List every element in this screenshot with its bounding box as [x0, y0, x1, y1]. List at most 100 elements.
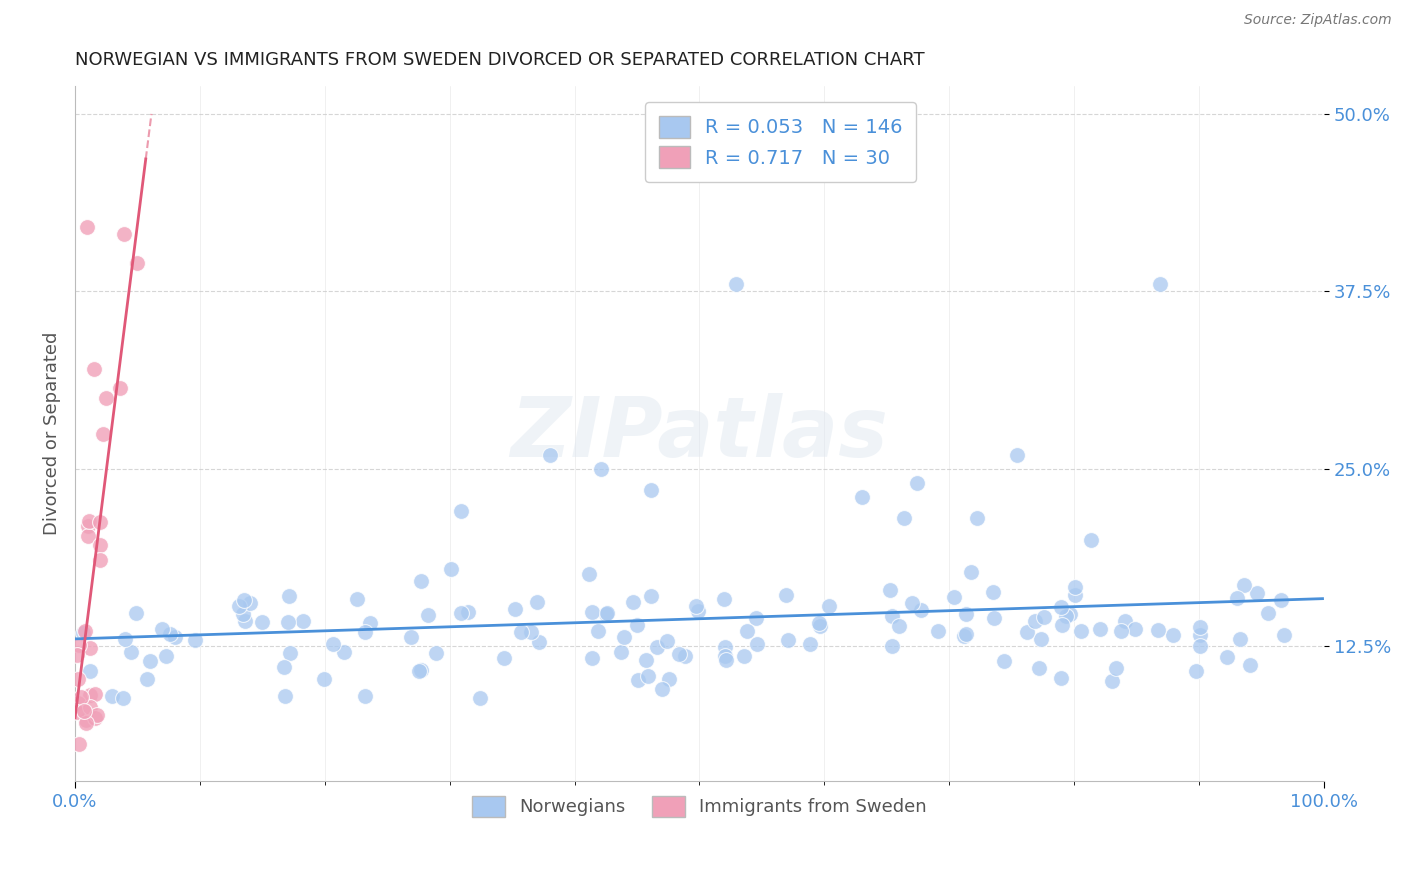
Point — [981, 584, 1004, 599]
Point — [621, 595, 644, 609]
Point — [101, 689, 124, 703]
Point — [91, 426, 114, 441]
Point — [111, 690, 134, 705]
Point — [65, 705, 87, 719]
Point — [114, 227, 136, 241]
Point — [1216, 650, 1239, 665]
Point — [73, 624, 96, 638]
Point — [1149, 277, 1171, 292]
Point — [401, 630, 423, 644]
Point — [586, 624, 609, 639]
Point — [927, 624, 949, 639]
Point — [77, 518, 100, 533]
Point — [125, 256, 148, 270]
Point — [76, 220, 98, 235]
Point — [640, 483, 662, 497]
Point — [84, 687, 107, 701]
Point — [346, 592, 368, 607]
Y-axis label: Divorced or Separated: Divorced or Separated — [44, 332, 60, 535]
Point — [1270, 592, 1292, 607]
Point — [725, 277, 748, 292]
Point — [470, 690, 492, 705]
Point — [1161, 628, 1184, 642]
Legend: Norwegians, Immigrants from Sweden: Norwegians, Immigrants from Sweden — [465, 789, 934, 824]
Point — [778, 633, 800, 648]
Point — [1114, 614, 1136, 628]
Point — [509, 624, 531, 639]
Point — [1054, 609, 1077, 624]
Point — [135, 673, 157, 687]
Point — [79, 514, 101, 528]
Point — [1050, 618, 1073, 632]
Point — [1147, 623, 1170, 637]
Point — [66, 648, 89, 662]
Point — [714, 640, 737, 654]
Point — [889, 619, 911, 633]
Point — [457, 605, 479, 619]
Point — [893, 511, 915, 525]
Point — [1188, 620, 1211, 634]
Point — [942, 591, 965, 605]
Point — [799, 637, 821, 651]
Point — [637, 669, 659, 683]
Point — [882, 608, 904, 623]
Point — [640, 589, 662, 603]
Point — [1225, 591, 1247, 605]
Point — [233, 614, 256, 628]
Point — [1064, 588, 1087, 602]
Point — [1109, 624, 1132, 638]
Point — [353, 625, 375, 640]
Point — [67, 638, 90, 652]
Point — [955, 627, 977, 641]
Point — [1233, 578, 1256, 592]
Point — [159, 626, 181, 640]
Point — [1029, 632, 1052, 647]
Point — [1246, 586, 1268, 600]
Point — [67, 697, 90, 711]
Point — [79, 688, 101, 702]
Point — [72, 626, 94, 640]
Point — [83, 362, 105, 376]
Point — [1064, 580, 1087, 594]
Point — [808, 616, 831, 631]
Point — [686, 604, 709, 618]
Point — [89, 553, 111, 567]
Point — [910, 603, 932, 617]
Point — [1050, 600, 1073, 615]
Point — [125, 606, 148, 620]
Point — [529, 634, 551, 648]
Point — [609, 645, 631, 659]
Point — [292, 614, 315, 628]
Point — [89, 539, 111, 553]
Point — [627, 673, 650, 687]
Point — [1185, 664, 1208, 678]
Point — [900, 596, 922, 610]
Point — [120, 645, 142, 659]
Point — [233, 593, 256, 607]
Point — [966, 511, 988, 525]
Point — [1239, 657, 1261, 672]
Point — [613, 630, 636, 644]
Point — [83, 711, 105, 725]
Point — [409, 574, 432, 588]
Point — [70, 690, 93, 704]
Point — [1028, 661, 1050, 675]
Point — [278, 646, 301, 660]
Point — [1005, 448, 1028, 462]
Point — [713, 591, 735, 606]
Point — [277, 615, 299, 630]
Point — [808, 619, 831, 633]
Point — [737, 624, 759, 639]
Point — [1125, 622, 1147, 636]
Point — [76, 529, 98, 543]
Point — [232, 607, 254, 621]
Point — [67, 672, 90, 686]
Point — [79, 700, 101, 714]
Point — [155, 649, 177, 664]
Point — [655, 633, 678, 648]
Point — [1101, 673, 1123, 688]
Point — [492, 651, 515, 665]
Point — [538, 448, 561, 462]
Point — [314, 673, 336, 687]
Point — [1272, 628, 1295, 642]
